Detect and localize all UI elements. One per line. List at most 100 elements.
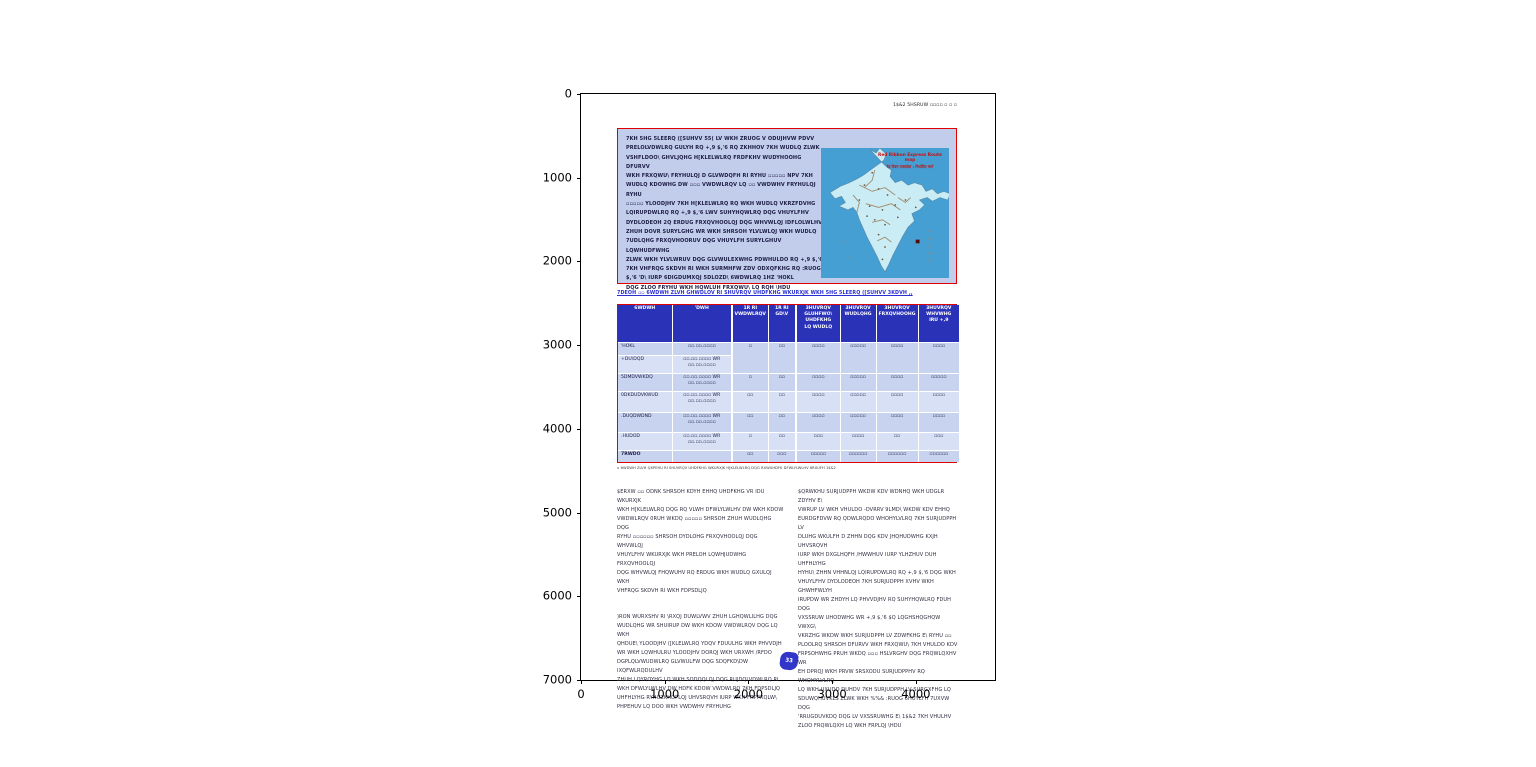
cell-counselled: ▫▫▫▫ [875, 390, 918, 412]
cell-days: ▫▫ [767, 390, 796, 412]
legend-marker [915, 239, 920, 244]
col-counselled: 3HUVRQV FRXQVHOOHG [875, 305, 918, 342]
x-axis-tick [664, 680, 666, 684]
y-axis-tick-label: 3000 [542, 337, 572, 352]
cell-days: ▫▫ [767, 411, 796, 432]
cell-tested: ▫▫▫▫ [917, 390, 959, 412]
col-date: 'DWH [671, 305, 732, 342]
india-route-map: Red Ribbon Express Route map रेड रिबन एक… [821, 148, 949, 278]
cell-trained: ▫▫▫▫▫ [839, 372, 876, 391]
cell-tested: ▫▫▫▫ [917, 341, 959, 373]
table-header-row: 6WDWH 'DWH 1R RI VWDWLRQV 1R RI GD\V 3HU… [618, 305, 959, 342]
y-axis-tick [577, 596, 581, 598]
cell-state: 5DMDVWKDQ [618, 372, 672, 391]
cell-reached: ▫▫▫▫ [795, 341, 840, 373]
cell-tested: ▫▫▫ [917, 431, 959, 450]
india-map-graphic [829, 148, 949, 273]
cell-tested: ▫▫▫▫ [917, 411, 959, 432]
col-trained: 3HUVRQV WUDLQHG [839, 305, 876, 342]
cell-stations: ▫ [731, 341, 768, 373]
cell-date: ▫▫.▫▫.▫▫▫▫ WR ▫▫.▫▫.▫▫▫▫ [671, 372, 732, 391]
axes: 1$&2 5HSRUW ▫▫▫▫ ▫ ▫ ▫ 7KH 5HG 5LEERQ ([… [543, 87, 996, 729]
y-axis-tick-label: 7000 [542, 672, 572, 687]
cell-days: ▫▫ [767, 431, 796, 450]
col-stations: 1R RI VWDWLRQV [731, 305, 768, 342]
route-line [864, 170, 876, 188]
route-line [872, 219, 891, 226]
cell-date: ▫▫.▫▫.▫▫▫▫ WR ▫▫.▫▫.▫▫▫▫ [671, 411, 732, 432]
table-row: 'HOKL ▫▫.▫▫.▫▫▫▫ ▫ ▫▫ ▫▫▫▫ ▫▫▫▫▫ ▫▫▫▫ ▫▫… [618, 341, 959, 373]
cell-stations: ▫ [731, 372, 768, 391]
cell-state: 'HOKL [618, 341, 672, 355]
x-axis-tick-label: 4000 [901, 687, 931, 701]
cell-reached: ▫▫▫▫▫ [795, 449, 840, 462]
table-row: 0DKDUDVKWUD ▫▫.▫▫.▫▫▫▫ WR ▫▫.▫▫.▫▫▫▫ ▫▫ … [618, 390, 959, 412]
page-number-badge: 33 [778, 650, 800, 672]
body-text-right-column: $QRWKHU SURJUDPPH WKDW KDV WDNHQ WKH UDG… [798, 479, 959, 748]
y-axis-tick [577, 261, 581, 263]
y-axis-tick [577, 428, 581, 430]
cell-counselled: ▫▫▫▫ [875, 341, 918, 373]
cell-days: ▫▫ [767, 341, 796, 373]
y-axis-tick [577, 345, 581, 347]
col-state: 6WDWH [618, 305, 672, 342]
cell-state: +DU\DQD [618, 354, 672, 373]
cell-stations: ▫▫ [731, 411, 768, 432]
cell-days: ▫▫ [767, 372, 796, 391]
cell-date: ▫▫.▫▫.▫▫▫▫ [671, 341, 732, 355]
cell-trained: ▫▫▫▫▫▫ [839, 449, 876, 462]
cell-stations: ▫▫ [731, 449, 768, 462]
x-axis-tick-label: 0 [577, 687, 585, 701]
cell-state: 0DKDUDVKWUD [618, 390, 672, 412]
cell-tested: ▫▫▫▫▫ [917, 372, 959, 391]
table-row: .HUDOD ▫▫.▫▫.▫▫▫▫ WR ▫▫.▫▫.▫▫▫▫ ▫ ▫▫ ▫▫▫… [618, 431, 959, 450]
cell-state: .HUDOD [618, 431, 672, 450]
route-line [852, 194, 860, 213]
table-row: .DUQDWDND ▫▫.▫▫.▫▫▫▫ WR ▫▫.▫▫.▫▫▫▫ ▫▫ ▫▫… [618, 411, 959, 432]
col-reached: 3HUVRQV GLUHFWO\ UHDFKHG LQ WUDLQ [795, 305, 840, 342]
x-axis-tick [915, 680, 917, 684]
table-total-row: 7RWDO ▫▫ ▫▫▫ ▫▫▫▫▫ ▫▫▫▫▫▫ ▫▫▫▫▫▫ ▫▫▫▫▫▫ [618, 449, 959, 462]
y-axis-tick-label: 1000 [542, 170, 572, 185]
body-text-left-column: $ERXW ▫▫ ODNK SHRSOH KDYH EHHQ UHDFKHG V… [617, 479, 785, 729]
y-axis-tick [577, 679, 581, 681]
cell-stations: ▫ [731, 431, 768, 450]
andaman-islands [928, 229, 932, 262]
cell-counselled: ▫▫▫▫▫▫ [875, 449, 918, 462]
x-axis-tick-label: 3000 [817, 687, 847, 701]
y-axis-tick-label: 0 [564, 86, 572, 101]
cell-date [671, 449, 732, 462]
route-line [865, 203, 901, 211]
services-table: 6WDWH 'DWH 1R RI VWDWLRQV 1R RI GD\V 3HU… [617, 304, 959, 463]
cell-total-label: 7RWDO [618, 449, 672, 462]
left-paragraph-1: $ERXW ▫▫ ODNK SHRSOH KDYH EHHQ UHDFKHG V… [617, 489, 784, 594]
cell-reached: ▫▫▫▫ [795, 390, 840, 412]
x-axis-tick [832, 680, 834, 684]
y-axis-tick [577, 94, 581, 95]
cell-days: ▫▫▫ [767, 449, 796, 462]
y-axis-tick [577, 512, 581, 514]
y-axis-tick-label: 5000 [542, 505, 572, 520]
cell-state: .DUQDWDND [618, 411, 672, 432]
col-days: 1R RI GD\V [767, 305, 796, 342]
cell-trained: ▫▫▫▫ [839, 431, 876, 450]
map-title-line2: रेड रिबन एक्सप्रेस : निर्धारित मार्ग [886, 163, 934, 169]
cell-date: ▫▫.▫▫.▫▫▫▫ WR ▫▫.▫▫.▫▫▫▫ [671, 354, 732, 373]
route-line [877, 236, 892, 243]
cell-trained: ▫▫▫▫▫ [839, 390, 876, 412]
table-caption: 7DEOH ▫▫ 6WDWH ZLVH GHWDLOV RI SHUVRQV U… [617, 291, 913, 296]
intro-box: 7KH 5HG 5LEERQ ([SUHVV 55( LV WKH ZRUOG … [617, 128, 957, 291]
cell-counselled: ▫▫▫▫ [875, 372, 918, 391]
cell-reached: ▫▫▫ [795, 431, 840, 450]
cell-tested: ▫▫▫▫▫▫ [917, 449, 959, 462]
intro-paragraph: 7KH 5HG 5LEERQ ([SUHVV 55( LV WKH ZRUOG … [626, 136, 823, 291]
cell-date: ▫▫.▫▫.▫▫▫▫ WR ▫▫.▫▫.▫▫▫▫ [671, 431, 732, 450]
y-axis-tick [577, 177, 581, 179]
col-tested: 3HUVRQV WHVWHG IRU +,9 [917, 305, 959, 342]
route-line [897, 197, 911, 204]
x-axis-tick-label: 1000 [650, 687, 680, 701]
y-axis-tick-label: 4000 [542, 421, 572, 436]
x-axis-tick-label: 2000 [733, 687, 764, 701]
map-title-line1: Red Ribbon Express Route map [878, 153, 942, 164]
